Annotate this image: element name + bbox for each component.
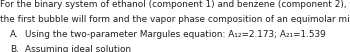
Text: For the binary system of ethanol (component 1) and benzene (component 2), find t: For the binary system of ethanol (compon… <box>0 0 350 9</box>
Text: A.: A. <box>10 30 19 39</box>
Text: B.: B. <box>10 45 19 52</box>
Text: Using the two-parameter Margules equation: A₁₂=2.173; A₂₁=1.539: Using the two-parameter Margules equatio… <box>25 30 326 39</box>
Text: Assuming ideal solution: Assuming ideal solution <box>25 45 131 52</box>
Text: the first bubble will form and the vapor phase composition of an equimolar mixtu: the first bubble will form and the vapor… <box>0 15 350 24</box>
